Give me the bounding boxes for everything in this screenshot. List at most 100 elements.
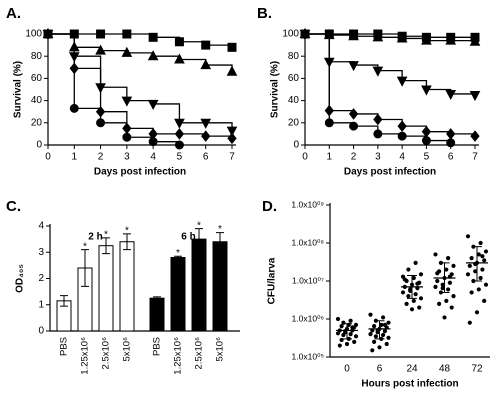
y-tick-label: 100: [282, 29, 299, 40]
marker-triangle-down: [421, 85, 432, 96]
data-point: [368, 332, 373, 337]
data-point: [465, 272, 471, 277]
marker-triangle-up: [121, 46, 133, 57]
data-point: [411, 298, 416, 303]
error-bar: [81, 249, 89, 287]
x-tick-label: 5x10⁶: [122, 337, 133, 362]
significance: *: [125, 226, 129, 237]
y-axis-label: OD₄₀₅: [15, 264, 26, 293]
group-label: 6 h: [181, 232, 195, 243]
y-tick-label: 1.0x10⁰⁶: [292, 313, 324, 323]
data-point: [413, 292, 418, 297]
error-bar: [216, 232, 224, 252]
marker-square: [122, 29, 132, 39]
data-point: [482, 258, 487, 263]
y-tick-label: 1: [38, 299, 44, 310]
data-point: [417, 305, 422, 310]
y-axis-label: CFU/larva: [267, 257, 278, 304]
x-tick-label: 4: [399, 152, 405, 163]
data-point: [442, 315, 447, 320]
x-tick-label: 6: [377, 364, 383, 375]
data-point: [402, 277, 407, 282]
sd-bar: [439, 262, 450, 293]
data-point: [344, 341, 350, 347]
x-tick-label: 72: [471, 364, 483, 375]
sd-bar: [472, 246, 482, 282]
step-line: [100, 111, 128, 129]
y-tick-label: 1.0x10⁰⁷: [292, 275, 324, 285]
data-point: [384, 341, 389, 347]
y-tick-label: 2: [38, 273, 44, 284]
data-point: [483, 249, 489, 254]
panel-label: D.: [262, 198, 277, 215]
data-point: [444, 267, 449, 272]
x-tick-label: 3: [375, 152, 381, 163]
data-point: [435, 278, 440, 284]
marker-circle: [148, 137, 158, 147]
bar: [191, 238, 207, 332]
group-label: 2 h: [88, 232, 102, 243]
data-point: [382, 322, 387, 327]
marker-square: [148, 32, 158, 42]
x-tick-label: PBS: [59, 337, 70, 356]
marker-triangle-up: [174, 53, 185, 64]
marker-circle: [421, 136, 431, 146]
data-point: [440, 282, 445, 287]
marker-circle: [373, 129, 383, 139]
y-tick-label: 100: [25, 29, 42, 40]
data-point: [480, 254, 485, 259]
marker-triangle-down: [121, 96, 133, 107]
y-tick-label: 20: [288, 117, 300, 128]
x-tick-label: 2.5x10⁶: [101, 337, 112, 370]
bar: [212, 241, 228, 332]
data-point: [335, 316, 341, 322]
data-point: [386, 335, 391, 340]
x-tick-label: 48: [439, 364, 451, 375]
y-tick-label: 1.0x10⁰⁵: [292, 351, 324, 361]
x-tick-label: 2: [351, 152, 357, 163]
data-point: [465, 234, 471, 239]
marker-triangle-down: [396, 76, 408, 87]
x-tick-label: 5: [424, 152, 430, 163]
data-point: [469, 256, 474, 261]
data-point: [372, 324, 377, 329]
data-point: [469, 290, 474, 295]
significance: *: [83, 241, 87, 252]
data-point: [449, 305, 454, 310]
data-point: [348, 332, 353, 337]
y-axis-label: Survival (%): [13, 61, 24, 118]
x-tick-label: 3: [124, 152, 130, 163]
data-point: [352, 339, 357, 344]
x-tick-label: 0: [45, 152, 51, 163]
marker-triangle-down: [469, 91, 481, 102]
data-point: [437, 301, 442, 306]
x-tick-label: 1.25x10⁶: [173, 337, 184, 375]
data-point: [418, 296, 424, 301]
data-point: [409, 307, 415, 312]
marker-triangle-up: [372, 31, 384, 42]
data-point: [476, 287, 481, 292]
step-line: [74, 107, 102, 123]
y-tick-label: 1.0x10⁰⁹: [291, 199, 324, 209]
step-line: [305, 33, 330, 123]
marker-circle: [122, 132, 132, 142]
data-point: [446, 256, 451, 261]
marker-triangle-down: [372, 66, 384, 77]
bar: [119, 241, 135, 332]
data-point: [373, 334, 378, 339]
marker-diamond: [348, 108, 359, 120]
marker-circle: [43, 29, 53, 39]
sd-bar: [342, 323, 352, 340]
bar: [170, 257, 186, 332]
data-point: [473, 269, 478, 274]
x-tick-label: 7: [229, 152, 235, 163]
x-tick-label: 0: [302, 152, 308, 163]
marker-triangle-up: [469, 35, 481, 46]
y-tick-label: 0: [36, 140, 42, 151]
x-tick-label: 0: [344, 364, 350, 375]
marker-diamond: [227, 132, 237, 145]
y-tick-label: 40: [288, 95, 300, 106]
data-point: [382, 329, 387, 334]
data-point: [335, 331, 341, 336]
marker-circle: [324, 118, 334, 128]
